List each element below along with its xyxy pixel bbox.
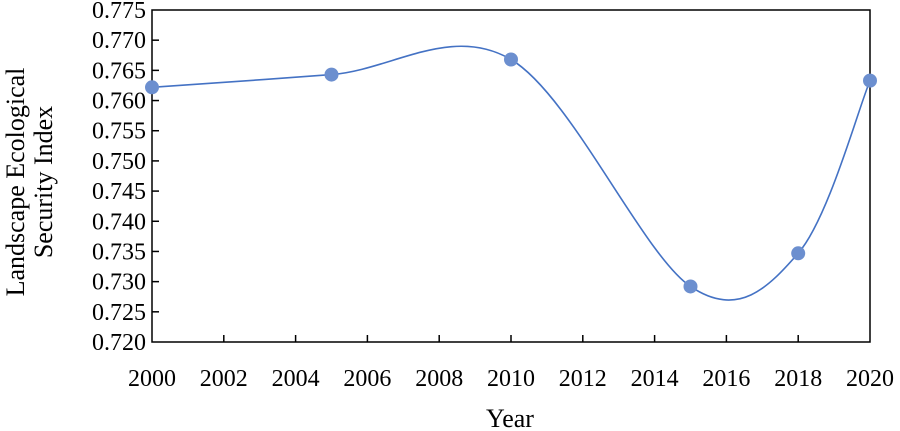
- y-axis-title: Landscape Ecological Security Index: [1, 68, 58, 297]
- x-axis-title: Year: [486, 404, 534, 431]
- data-point: [504, 52, 518, 67]
- y-tick-label: 0.745: [92, 179, 146, 205]
- y-tick-label: 0.750: [92, 149, 146, 175]
- x-tick-label: 2020: [846, 366, 894, 392]
- data-point: [683, 279, 698, 294]
- x-tick-label: 2006: [343, 366, 391, 392]
- y-axis-title-line-2: Security Index: [29, 106, 58, 258]
- x-tick-label: 2016: [702, 366, 750, 392]
- x-tick-labels: 2000 2002 2004 2006 2008 2010 2012 2014 2016 2018…: [128, 366, 894, 392]
- y-tick-label: 0.770: [92, 28, 146, 54]
- y-tick-labels: 0.775 0.770 0.765 0.760 0.755 0.750 0.745 0.740…: [92, 0, 146, 356]
- y-tick-label: 0.740: [92, 209, 146, 235]
- x-tick-label: 2000: [128, 366, 176, 392]
- y-tick-label: 0.730: [92, 270, 146, 296]
- series-line: [151, 45, 871, 301]
- plot-area: [145, 9, 877, 343]
- data-point: [145, 80, 159, 95]
- data-point: [863, 73, 877, 88]
- x-tick-label: 2014: [631, 366, 679, 392]
- x-tick-label: 2004: [272, 366, 320, 392]
- x-tick-label: 2018: [774, 366, 822, 392]
- x-tick-label: 2012: [559, 366, 607, 392]
- y-tick-label: 0.735: [92, 239, 146, 265]
- y-tick-label: 0.775: [92, 0, 146, 24]
- y-tick-label: 0.720: [92, 330, 146, 356]
- y-tick-label: 0.755: [92, 119, 146, 145]
- x-tick-label: 2008: [415, 366, 463, 392]
- data-point: [791, 246, 806, 261]
- y-tick-label: 0.760: [92, 89, 146, 115]
- y-tick-label: 0.725: [92, 300, 146, 326]
- x-tick-label: 2002: [200, 366, 248, 392]
- y-tick-label: 0.765: [92, 58, 146, 84]
- data-point: [324, 67, 339, 82]
- x-tick-label: 2010: [487, 366, 535, 392]
- y-axis-title-line-1: Landscape Ecological: [1, 68, 30, 297]
